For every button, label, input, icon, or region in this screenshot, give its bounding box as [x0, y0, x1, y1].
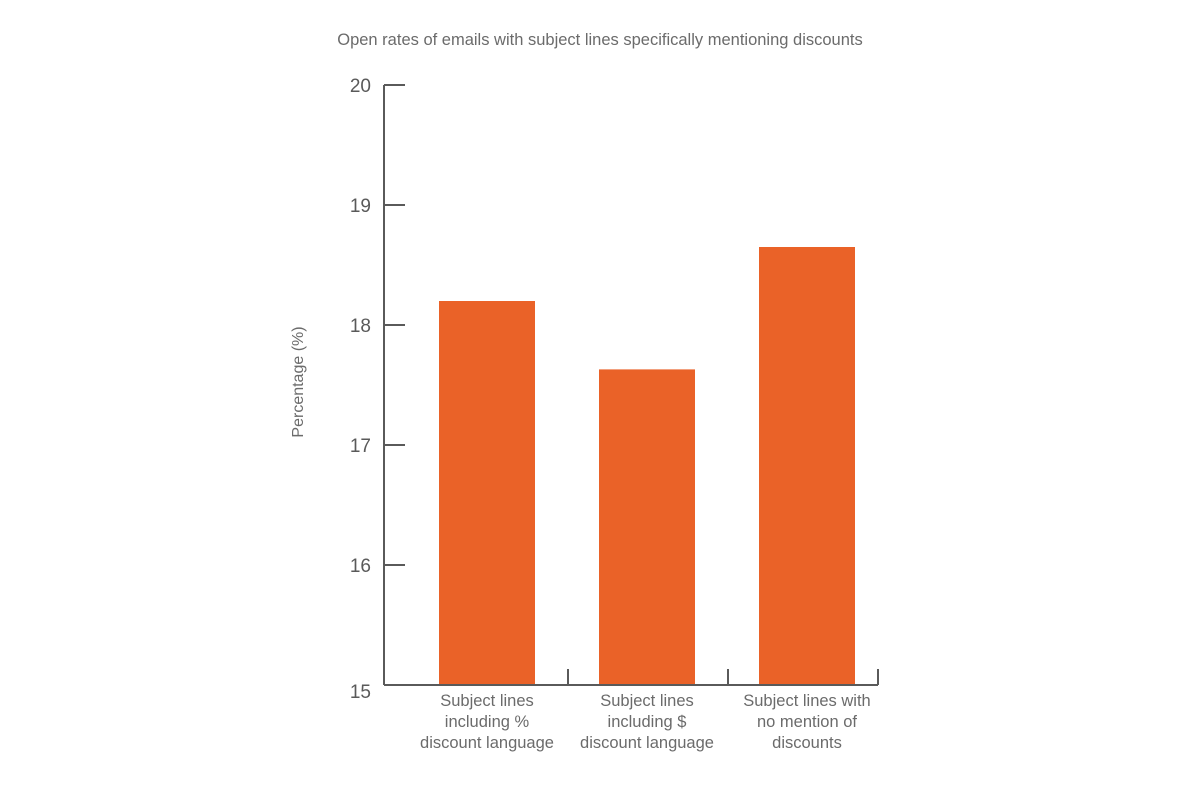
- y-tick-label-18: 18: [350, 316, 371, 337]
- bar-3: [759, 247, 855, 685]
- bar-1: [439, 301, 535, 685]
- y-tick-label-16: 16: [350, 556, 371, 577]
- y-tick-label-19: 19: [350, 196, 371, 217]
- category-label-line: discount language: [420, 734, 554, 752]
- labels-layer: 15 16 17 18 19 20 Subject lines including % disc…: [350, 76, 871, 752]
- chart-title: Open rates of emails with subject lines …: [337, 31, 863, 49]
- y-tick-label-15: 15: [350, 682, 371, 703]
- category-label-line: discounts: [772, 734, 842, 752]
- category-label-line: including %: [445, 713, 530, 731]
- category-label-line: Subject lines with: [743, 692, 870, 710]
- bars-layer: [439, 247, 855, 685]
- bar-2: [599, 369, 695, 685]
- y-tick-label-20: 20: [350, 76, 371, 97]
- category-label-line: Subject lines: [600, 692, 694, 710]
- category-label-1: Subject lines including % discount languag…: [420, 692, 554, 752]
- category-label-line: Subject lines: [440, 692, 534, 710]
- y-tick-label-17: 17: [350, 436, 371, 457]
- category-label-3: Subject lines with no mention of discounts: [743, 692, 870, 752]
- y-axis-title: Percentage (%): [290, 326, 307, 437]
- axes-layer: [383, 84, 879, 686]
- category-label-line: no mention of: [757, 713, 857, 731]
- category-label-2: Subject lines including $ discount languag…: [580, 692, 714, 752]
- category-label-line: discount language: [580, 734, 714, 752]
- category-label-line: including $: [608, 713, 687, 731]
